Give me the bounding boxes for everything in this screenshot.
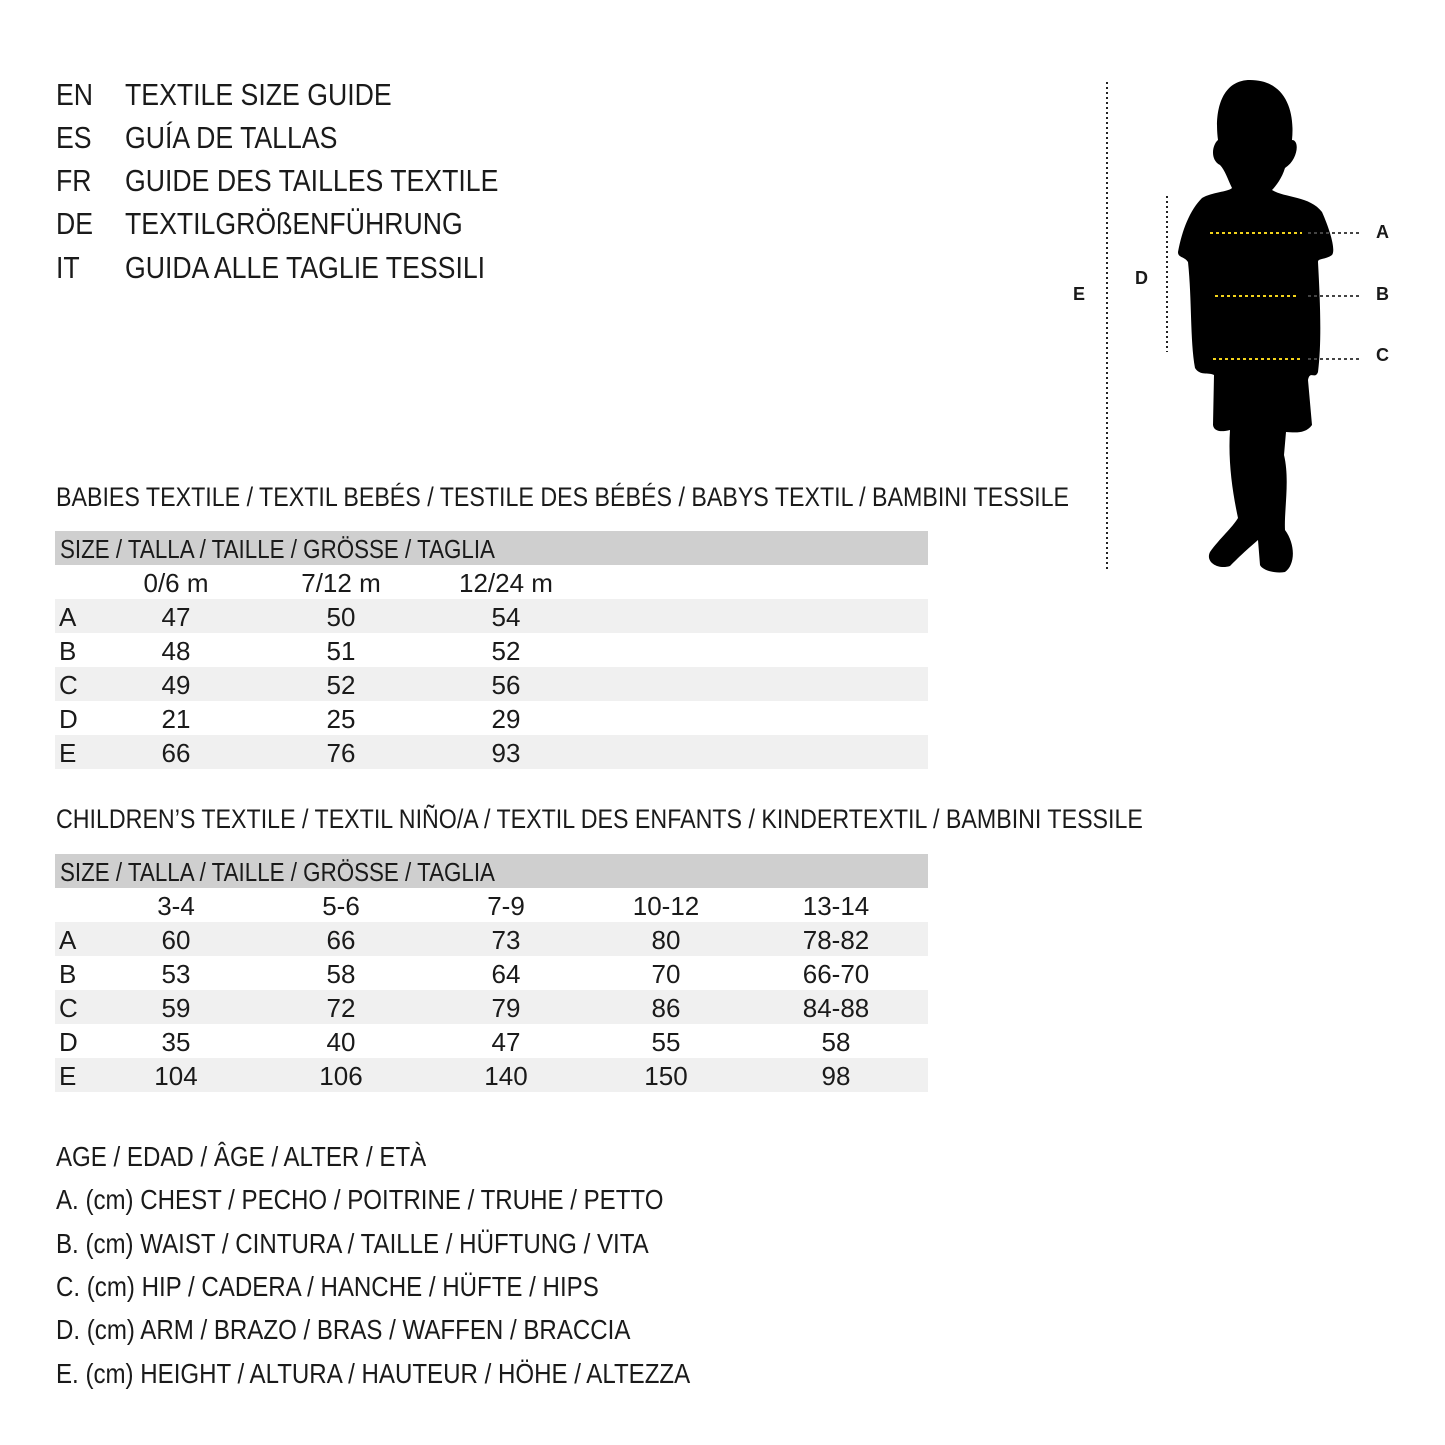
table-cell: 84-88 [802, 993, 870, 1023]
row-label: E [59, 1061, 77, 1091]
legend-waist: B. (cm) WAIST / CINTURA / TAILLE / HÜFTU… [56, 1228, 649, 1259]
table-cell: 55 [651, 1027, 681, 1057]
table-cell: 70 [651, 959, 681, 989]
table-row: B 53 58 64 70 66-70 [55, 956, 928, 990]
column-headers: 0/6 m 7/12 m 12/24 m [55, 565, 928, 599]
table-cell: 66 [326, 925, 356, 955]
table-cell: 53 [161, 959, 191, 989]
table-cell: 150 [644, 1061, 688, 1091]
table-cell: 54 [491, 602, 521, 632]
table-cell: 98 [821, 1061, 851, 1091]
legend-height: E. (cm) HEIGHT / ALTURA / HAUTEUR / HÖHE… [56, 1358, 691, 1389]
title-de: TEXTILGRÖßENFÜHRUNG [125, 206, 463, 241]
table-cell: 56 [491, 670, 521, 700]
table-cell: 58 [821, 1027, 851, 1057]
table-cell: 49 [161, 670, 191, 700]
column-header: 7-9 [487, 891, 525, 921]
table-row: D 21 25 29 [55, 701, 928, 735]
table-cell: 93 [491, 738, 521, 768]
table-row: E 66 76 93 [55, 735, 928, 769]
row-label: D [59, 1027, 78, 1057]
legend-hip: C. (cm) HIP / CADERA / HANCHE / HÜFTE / … [56, 1271, 599, 1302]
table-cell: 60 [161, 925, 191, 955]
table-cell: 25 [326, 704, 356, 734]
legend-arm: D. (cm) ARM / BRAZO / BRAS / WAFFEN / BR… [56, 1314, 631, 1345]
column-header: 13-14 [802, 891, 870, 921]
row-label: B [59, 636, 77, 666]
table-cell: 64 [491, 959, 521, 989]
table-cell: 106 [319, 1061, 363, 1091]
table-header: SIZE / TALLA / TAILLE / GRÖSSE / TAGLIA [55, 531, 928, 565]
label-c: C [1376, 345, 1389, 365]
label-d: D [1135, 268, 1148, 288]
table-row: C 59 72 79 86 84-88 [55, 990, 928, 1024]
table-cell: 140 [484, 1061, 528, 1091]
row-label: B [59, 959, 77, 989]
table-cell: 73 [491, 925, 521, 955]
table-row: E 104 106 140 150 98 [55, 1058, 928, 1092]
table-cell: 104 [154, 1061, 198, 1091]
title-en: TEXTILE SIZE GUIDE [125, 77, 392, 112]
child-silhouette-figure [1106, 80, 1362, 573]
table-cell: 66-70 [802, 959, 870, 989]
table-cell: 48 [161, 636, 191, 666]
table-cell: 79 [491, 993, 521, 1023]
table-cell: 47 [161, 602, 191, 632]
row-label: E [59, 738, 77, 768]
table-cell: 51 [326, 636, 356, 666]
table-row: A 47 50 54 [55, 599, 928, 633]
child-silhouette-icon [1178, 80, 1334, 573]
lang-code-it: IT [56, 250, 80, 285]
table-row: B 48 51 52 [55, 633, 928, 667]
table-cell: 40 [326, 1027, 356, 1057]
table-cell: 78-82 [802, 925, 870, 955]
column-header: 5-6 [322, 891, 360, 921]
table-cell: 52 [326, 670, 356, 700]
column-header: 10-12 [632, 891, 700, 921]
table-cell: 47 [491, 1027, 521, 1057]
babies-section-title: BABIES TEXTILE / TEXTIL BEBÉS / TESTILE … [56, 482, 1070, 512]
row-label: C [59, 993, 78, 1023]
table-cell: 29 [491, 704, 521, 734]
column-header: 12/24 m [459, 568, 553, 598]
table-cell: 59 [161, 993, 191, 1023]
table-row: D 35 40 47 55 58 [55, 1024, 928, 1058]
table-cell: 86 [651, 993, 681, 1023]
children-section-title: CHILDREN’S TEXTILE / TEXTIL NIÑO/A / TEX… [56, 804, 1143, 834]
label-e: E [1073, 284, 1086, 304]
row-label: A [59, 602, 77, 632]
lang-code-de: DE [56, 206, 94, 241]
table-cell: 21 [161, 704, 191, 734]
table-cell: 50 [326, 602, 356, 632]
row-label: A [59, 925, 77, 955]
lang-code-fr: FR [56, 163, 92, 198]
table-cell: 66 [161, 738, 191, 768]
title-es: GUÍA DE TALLAS [125, 120, 338, 155]
lang-code-en: EN [56, 77, 94, 112]
label-a: A [1376, 222, 1389, 242]
row-label: C [59, 670, 78, 700]
lang-code-es: ES [56, 120, 92, 155]
table-row: C 49 52 56 [55, 667, 928, 701]
table-cell: 72 [326, 993, 356, 1023]
title-it: GUIDA ALLE TAGLIE TESSILI [125, 250, 486, 285]
table-cell: 58 [326, 959, 356, 989]
table-cell: 35 [161, 1027, 191, 1057]
column-header: 7/12 m [301, 568, 381, 598]
table-cell: 80 [651, 925, 681, 955]
row-label: D [59, 704, 78, 734]
title-fr: GUIDE DES TAILLES TEXTILE [125, 163, 499, 198]
column-headers: 3-4 5-6 7-9 10-12 13-14 [55, 888, 928, 922]
table-cell: 52 [491, 636, 521, 666]
table-header: SIZE / TALLA / TAILLE / GRÖSSE / TAGLIA [55, 854, 928, 888]
table-cell: 76 [326, 738, 356, 768]
table-row: A 60 66 73 80 78-82 [55, 922, 928, 956]
column-header: 0/6 m [143, 568, 209, 598]
column-header: 3-4 [157, 891, 195, 921]
babies-size-table: SIZE / TALLA / TAILLE / GRÖSSE / TAGLIA … [55, 531, 928, 769]
legend-age: AGE / EDAD / ÂGE / ALTER / ETÀ [56, 1141, 427, 1172]
children-size-table: SIZE / TALLA / TAILLE / GRÖSSE / TAGLIA … [55, 854, 928, 1092]
legend-chest: A. (cm) CHEST / PECHO / POITRINE / TRUHE… [56, 1184, 664, 1215]
label-b: B [1376, 284, 1389, 304]
